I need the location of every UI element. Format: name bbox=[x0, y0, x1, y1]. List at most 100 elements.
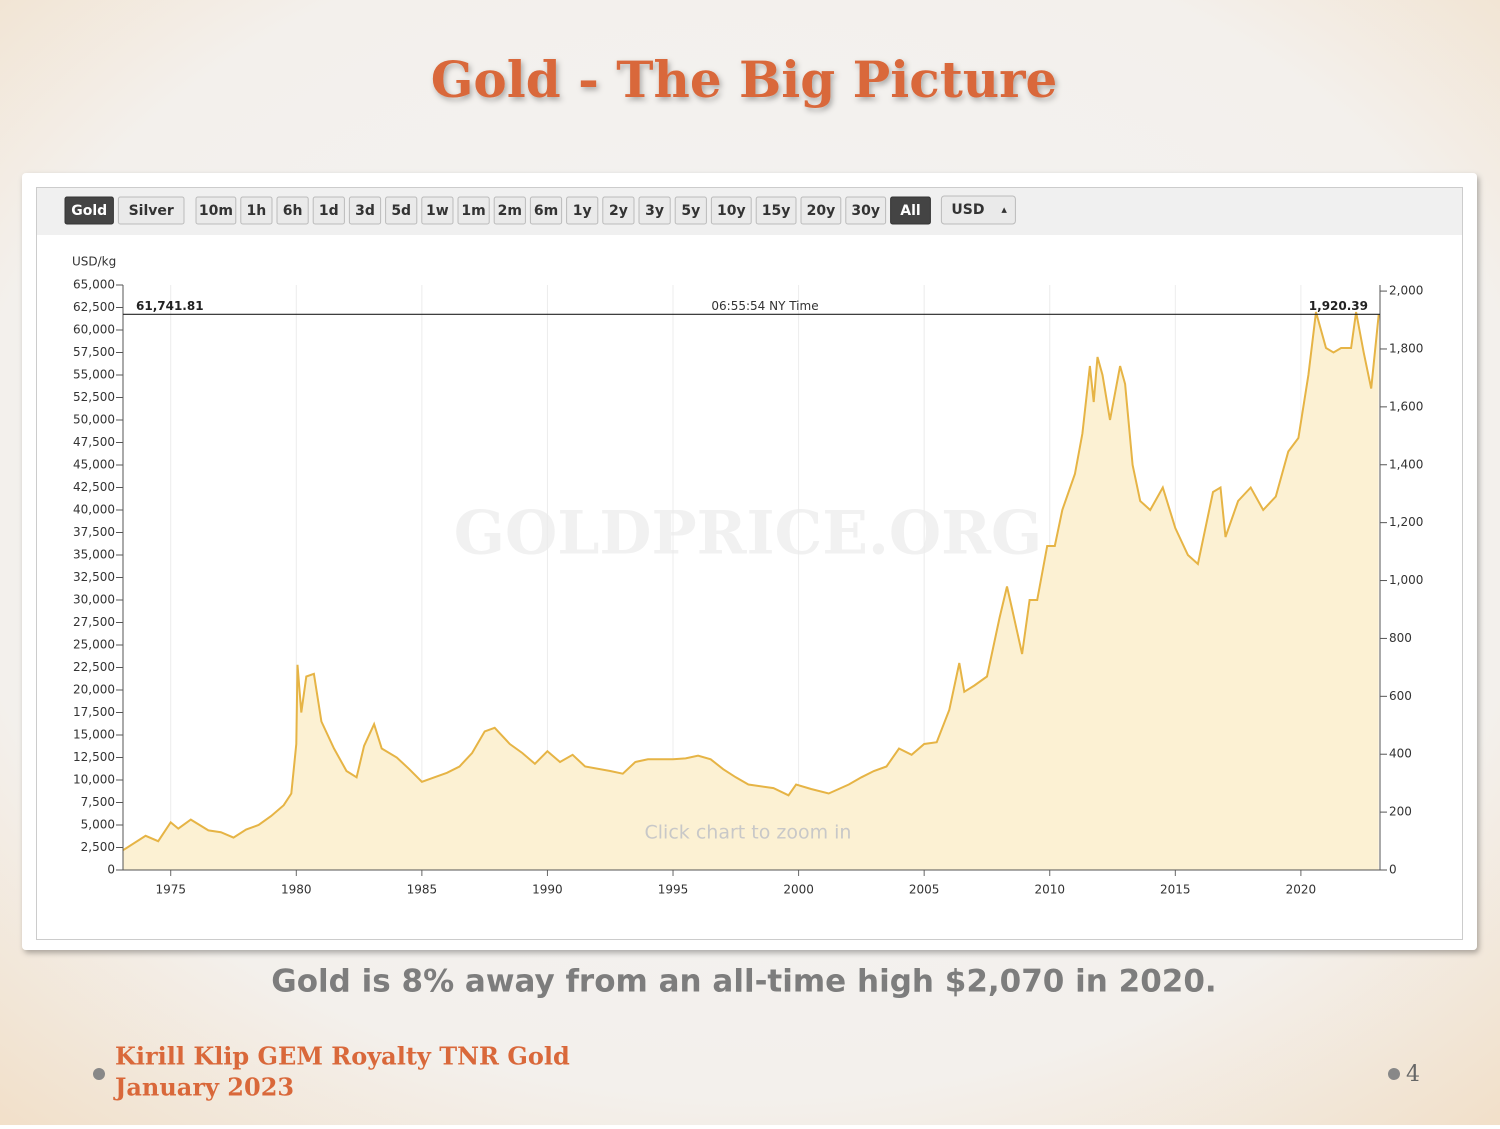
bullet bbox=[1388, 1068, 1400, 1080]
page-number: 4 bbox=[1406, 1062, 1420, 1087]
area bbox=[123, 312, 1379, 870]
x-tick-label: 1980 bbox=[281, 883, 312, 897]
range-button[interactable] bbox=[710, 196, 752, 225]
y-tick-label: 22,500 bbox=[73, 660, 115, 674]
caption: Gold is 8% away from an all-time high $2… bbox=[271, 964, 1216, 1000]
price-line bbox=[122, 311, 1380, 852]
x-tick-label: 1990 bbox=[532, 883, 563, 897]
y-tick-label: 62,500 bbox=[73, 300, 115, 314]
y2-tick-label: 400 bbox=[1389, 747, 1412, 761]
range-button-label[interactable]: 3y bbox=[645, 203, 664, 219]
y-tick-label: 12,500 bbox=[73, 750, 115, 764]
x-tick-label: 1975 bbox=[155, 883, 186, 897]
y-tick-label: 17,500 bbox=[73, 705, 115, 719]
range-button[interactable] bbox=[800, 196, 842, 225]
range-button[interactable] bbox=[348, 196, 382, 225]
range-button-label[interactable]: 10m bbox=[199, 203, 233, 219]
select-arrows: ▴ bbox=[1001, 203, 1007, 216]
range-button[interactable] bbox=[566, 196, 599, 225]
footer-line: January 2023 bbox=[113, 1073, 294, 1102]
range-button[interactable] bbox=[493, 196, 526, 225]
zoom-hint: Click chart to zoom in bbox=[645, 822, 852, 844]
bullet bbox=[93, 1068, 105, 1080]
y2-tick-label: 1,000 bbox=[1389, 573, 1423, 587]
range-button[interactable] bbox=[890, 196, 931, 225]
range-button-label[interactable]: 5y bbox=[681, 203, 700, 219]
range-button[interactable] bbox=[421, 196, 454, 225]
timestamp: 06:55:54 NY Time bbox=[711, 299, 818, 313]
range-button[interactable] bbox=[674, 196, 707, 225]
range-button[interactable] bbox=[312, 196, 345, 225]
range-button-label[interactable]: 1w bbox=[426, 203, 449, 219]
range-button-label[interactable]: 3d bbox=[355, 203, 375, 219]
range-button[interactable] bbox=[276, 196, 309, 225]
x-tick-label: 2015 bbox=[1160, 883, 1191, 897]
range-button[interactable] bbox=[638, 196, 671, 225]
range-button[interactable] bbox=[755, 196, 797, 225]
y-tick-label: 27,500 bbox=[73, 615, 115, 629]
y2-tick-label: 800 bbox=[1389, 631, 1412, 645]
range-button-label[interactable]: 5d bbox=[391, 203, 411, 219]
range-button-label[interactable]: 2m bbox=[498, 203, 522, 219]
y2-tick-label: 1,400 bbox=[1389, 457, 1423, 471]
range-button-label[interactable]: Silver bbox=[129, 203, 174, 219]
y-tick-label: 50,000 bbox=[73, 413, 115, 427]
y-tick-label: 32,500 bbox=[73, 570, 115, 584]
y-tick-label: 25,000 bbox=[73, 638, 115, 652]
range-button[interactable] bbox=[385, 196, 418, 225]
range-button[interactable] bbox=[64, 196, 114, 225]
y-tick-label: 30,000 bbox=[73, 593, 115, 607]
y-tick-label: 15,000 bbox=[73, 728, 115, 742]
x-tick-label: 2000 bbox=[783, 883, 814, 897]
y-tick-label: 40,000 bbox=[73, 503, 115, 517]
range-button-label[interactable]: 6m bbox=[534, 203, 558, 219]
y-tick-label: 0 bbox=[107, 863, 115, 877]
footer-line: Kirill Klip GEM Royalty TNR Gold bbox=[115, 1042, 570, 1071]
range-button-label[interactable]: 1y bbox=[573, 203, 592, 219]
x-tick-label: 2005 bbox=[909, 883, 940, 897]
y-tick-label: 20,000 bbox=[73, 683, 115, 697]
y-tick-label: 7,500 bbox=[81, 795, 115, 809]
y-tick-label: 65,000 bbox=[73, 278, 115, 292]
currency-select-label[interactable]: USD bbox=[951, 202, 984, 218]
y-tick-label: 35,000 bbox=[73, 548, 115, 562]
range-button-label[interactable]: 1d bbox=[319, 203, 339, 219]
y2-tick-label: 200 bbox=[1389, 805, 1412, 819]
range-button[interactable] bbox=[602, 196, 635, 225]
range-button-label[interactable]: 1m bbox=[461, 203, 485, 219]
range-button-label[interactable]: All bbox=[900, 203, 920, 219]
y-tick-label: 52,500 bbox=[73, 390, 115, 404]
range-button[interactable] bbox=[195, 196, 237, 225]
range-button-label[interactable]: 15y bbox=[762, 203, 791, 219]
range-button-label[interactable]: 1h bbox=[247, 203, 267, 219]
range-button-label[interactable]: 20y bbox=[807, 203, 836, 219]
range-button-label[interactable]: 6h bbox=[283, 203, 303, 219]
x-tick-label: 2020 bbox=[1286, 883, 1317, 897]
currency-select[interactable] bbox=[940, 195, 1016, 225]
y-tick-label: 5,000 bbox=[81, 818, 115, 832]
y-tick-label: 37,500 bbox=[73, 525, 115, 539]
range-button[interactable] bbox=[117, 196, 185, 225]
y2-tick-label: 0 bbox=[1389, 863, 1397, 877]
y-tick-label: 60,000 bbox=[73, 323, 115, 337]
x-tick-label: 1985 bbox=[407, 883, 438, 897]
y2-tick-label: 1,600 bbox=[1389, 399, 1423, 413]
y-tick-label: 2,500 bbox=[81, 840, 115, 854]
y-tick-label: 47,500 bbox=[73, 435, 115, 449]
range-button-label[interactable]: 2y bbox=[609, 203, 628, 219]
y-tick-label: 10,000 bbox=[73, 773, 115, 787]
y-tick-label: 45,000 bbox=[73, 458, 115, 472]
range-button-label[interactable]: 30y bbox=[851, 203, 880, 219]
current-value-y2-label: 1,920.39 bbox=[1309, 299, 1368, 313]
y2-tick-label: 1,800 bbox=[1389, 341, 1423, 355]
range-button[interactable] bbox=[529, 196, 563, 225]
range-button[interactable] bbox=[457, 196, 490, 225]
range-button[interactable] bbox=[240, 196, 273, 225]
y2-tick-label: 600 bbox=[1389, 689, 1412, 703]
y-axis-label: USD/kg bbox=[72, 255, 116, 269]
range-button[interactable] bbox=[845, 196, 887, 225]
y2-tick-label: 1,200 bbox=[1389, 515, 1423, 529]
range-button-label[interactable]: Gold bbox=[71, 203, 107, 219]
range-button-label[interactable]: 10y bbox=[717, 203, 746, 219]
